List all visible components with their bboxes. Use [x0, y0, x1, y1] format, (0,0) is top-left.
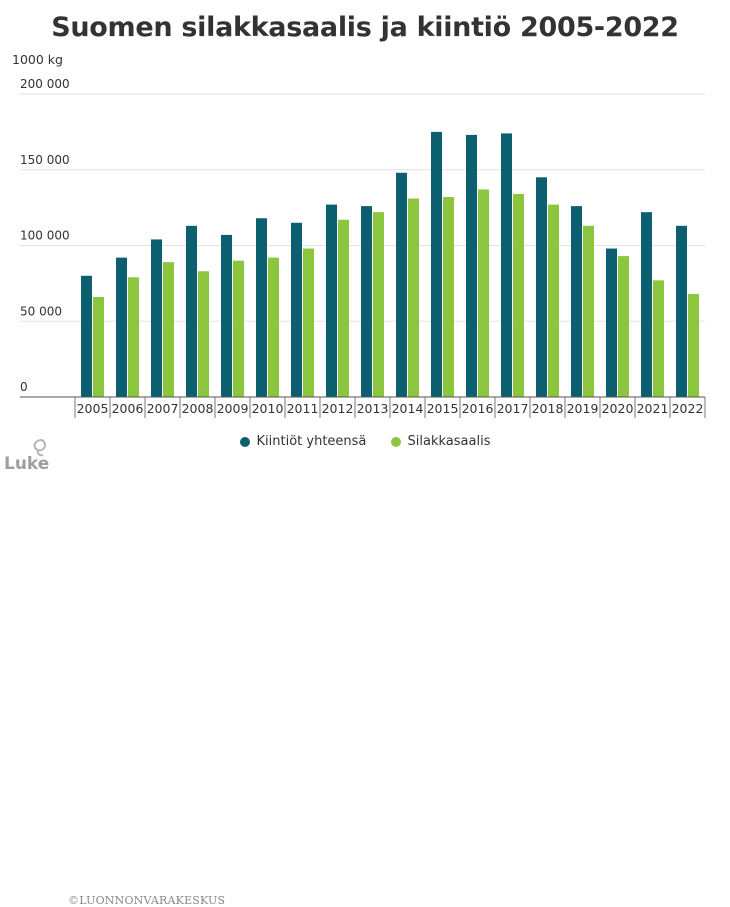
bar-quota-2020: [606, 248, 617, 397]
bar-quota-2013: [361, 206, 372, 397]
bar-catch-2008: [198, 271, 209, 397]
x-tick-label: 2016: [462, 401, 494, 416]
x-tick-label: 2011: [287, 401, 319, 416]
x-tick-label: 2020: [602, 401, 634, 416]
bar-catch-2005: [93, 297, 104, 397]
bar-catch-2013: [373, 212, 384, 397]
x-tick-label: 2007: [147, 401, 179, 416]
y-tick-label: 200 000: [20, 77, 70, 91]
bar-chart: 0 50 000 100 000 150 000 200 000 1000 kg 200…: [12, 52, 706, 418]
bar-quota-2005: [81, 275, 92, 397]
x-tick-label: 2018: [532, 401, 564, 416]
x-tick-label: 2009: [217, 401, 249, 416]
bar-catch-2021: [653, 280, 664, 397]
bar-catch-2020: [618, 256, 629, 397]
bar-quota-2008: [186, 225, 197, 397]
legend-label-catch: Silakkasaalis: [407, 434, 491, 449]
y-axis-label: 1000 kg: [12, 52, 63, 67]
x-tick-label: 2021: [637, 401, 669, 416]
bar-quota-2016: [466, 134, 477, 397]
bar-catch-2012: [338, 219, 349, 397]
luke-logo: Luke ©LUONNONVARAKESKUS: [4, 436, 234, 907]
y-axis-ticks: 0 50 000 100 000 150 000 200 000: [20, 77, 70, 394]
svg-text:Luke: Luke: [4, 454, 49, 472]
bars: [81, 131, 699, 397]
bar-quota-2012: [326, 204, 337, 397]
bar-catch-2016: [478, 189, 489, 397]
legend-label-quota: Kiintiöt yhteensä: [256, 434, 367, 449]
bar-quota-2015: [431, 131, 442, 397]
x-tick-label: 2006: [112, 401, 144, 416]
chart-title: Suomen silakkasaalis ja kiintiö 2005-202…: [51, 12, 679, 43]
luke-logo-icon: Luke: [4, 438, 49, 472]
x-axis: 2005 2006 2007 2008 2009 2010 2011 2012 2013 2014…: [20, 396, 706, 418]
bar-quota-2009: [221, 234, 232, 397]
bar-catch-2011: [303, 248, 314, 397]
y-tick-label: 50 000: [20, 304, 62, 318]
legend-marker-quota: [239, 436, 250, 447]
bar-quota-2006: [116, 257, 127, 397]
x-tick-label: 2015: [427, 401, 459, 416]
bar-catch-2009: [233, 260, 244, 397]
bar-catch-2010: [268, 257, 279, 397]
x-tick-label: 2017: [497, 401, 529, 416]
bar-quota-2014: [396, 172, 407, 397]
bar-quota-2018: [536, 177, 547, 397]
bar-catch-2017: [513, 193, 524, 397]
bar-catch-2022: [688, 293, 699, 397]
bar-quota-2010: [256, 218, 267, 397]
legend: Kiintiöt yhteensä Silakkasaalis: [0, 434, 730, 451]
x-tick-label: 2022: [672, 401, 704, 416]
x-tick-label: 2005: [77, 401, 109, 416]
x-tick-label: 2008: [182, 401, 214, 416]
y-tick-label: 0: [20, 380, 28, 394]
bar-catch-2006: [128, 277, 139, 397]
bar-catch-2018: [548, 204, 559, 397]
legend-marker-catch: [390, 436, 401, 447]
x-tick-label: 2010: [252, 401, 284, 416]
bar-quota-2021: [641, 212, 652, 397]
bar-catch-2007: [163, 262, 174, 397]
legend-item-catch: Silakkasaalis: [390, 434, 491, 449]
bar-catch-2014: [408, 198, 419, 397]
bar-quota-2022: [676, 225, 687, 397]
x-tick-label: 2014: [392, 401, 424, 416]
copyright-text: ©LUONNONVARAKESKUS: [68, 894, 226, 907]
bar-quota-2011: [291, 222, 302, 397]
x-tick-label: 2019: [567, 401, 599, 416]
bar-quota-2017: [501, 133, 512, 397]
bar-quota-2019: [571, 206, 582, 397]
x-tick-label: 2013: [357, 401, 389, 416]
x-tick-label: 2012: [322, 401, 354, 416]
bar-quota-2007: [151, 239, 162, 397]
bar-catch-2015: [443, 197, 454, 397]
y-tick-label: 100 000: [20, 229, 70, 243]
y-tick-label: 150 000: [20, 153, 70, 167]
legend-item-quota: Kiintiöt yhteensä: [239, 434, 367, 449]
bar-catch-2019: [583, 225, 594, 397]
